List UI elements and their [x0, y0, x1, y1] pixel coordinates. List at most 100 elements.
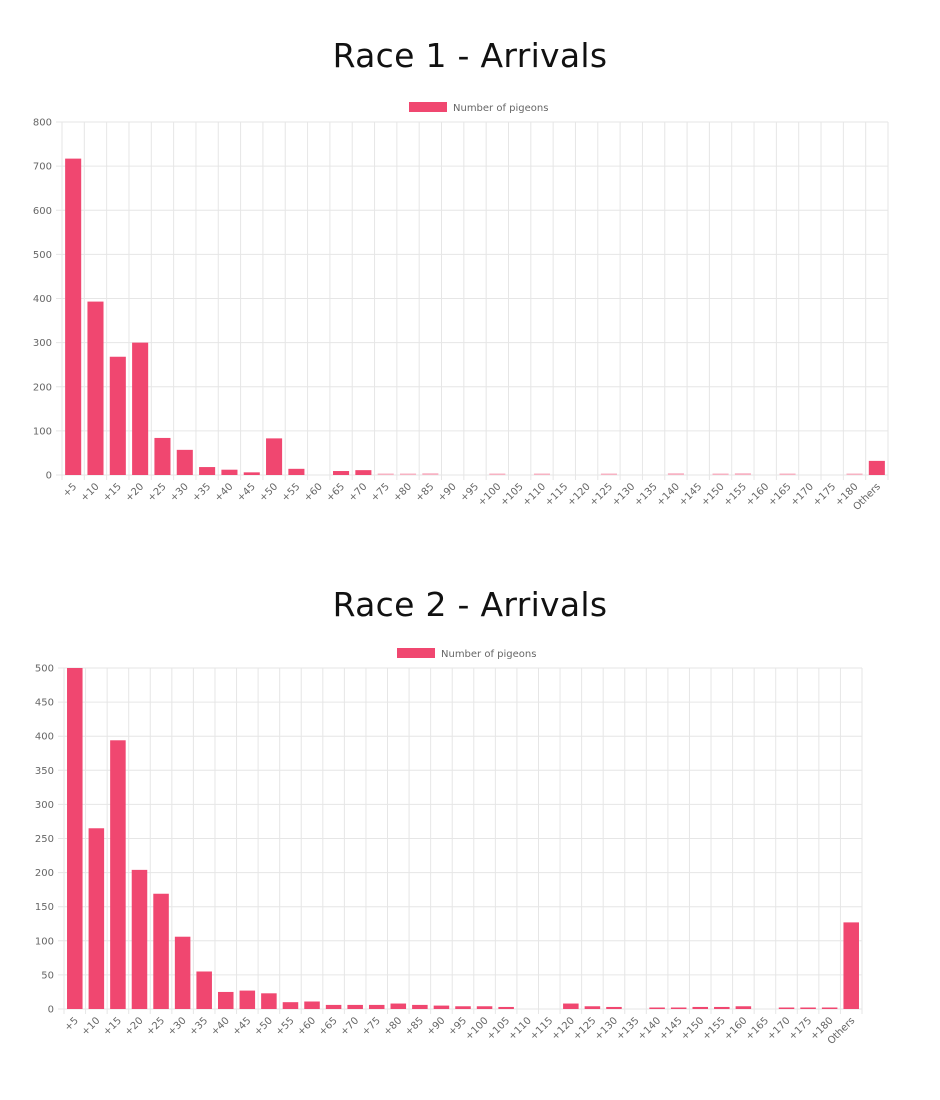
chart-race-1: Race 1 - Arrivals Number of pigeons 0 100 2… — [0, 0, 940, 545]
x-tick-label: +145 — [658, 1015, 685, 1042]
x-tick-label: +140 — [636, 1015, 663, 1042]
x-tick-label: +130 — [610, 481, 637, 508]
x-tick-label: +155 — [722, 481, 749, 508]
x-tick-label: +120 — [550, 1015, 577, 1042]
x-tick-label: +110 — [507, 1015, 534, 1042]
x-tick-label: +155 — [701, 1015, 728, 1042]
bar — [606, 1006, 622, 1009]
x-tick-label: +115 — [528, 1015, 555, 1042]
x-tick-label: +60 — [295, 1015, 318, 1038]
bar — [239, 990, 256, 1009]
bar — [433, 1005, 450, 1009]
x-tick-label: +140 — [655, 481, 682, 508]
bar — [261, 993, 277, 1009]
y-tick-label: 250 — [35, 834, 54, 845]
bar — [377, 473, 394, 475]
bar — [670, 1007, 687, 1009]
bar — [843, 922, 859, 1009]
y-tick-label: 100 — [33, 426, 52, 437]
bar — [667, 473, 684, 475]
x-tick-label: +165 — [744, 1015, 771, 1042]
x-tick-label: +85 — [414, 481, 437, 504]
x-tick-label: +35 — [188, 1015, 211, 1038]
bar — [712, 473, 729, 475]
x-tick-label: +25 — [146, 481, 169, 504]
y-tick-label: 450 — [35, 698, 54, 709]
x-tick-label: +40 — [209, 1015, 232, 1038]
bar — [600, 473, 617, 475]
y-tick-label: 500 — [33, 250, 52, 261]
x-tick-label: +70 — [339, 1015, 362, 1038]
bar — [355, 470, 372, 475]
x-tick-label: +55 — [274, 1015, 297, 1038]
x-tick-label: +175 — [811, 481, 838, 508]
x-tick-label: +80 — [382, 1015, 405, 1038]
x-tick-label: +165 — [766, 481, 793, 508]
x-tick-label: +80 — [391, 481, 414, 504]
legend: Number of pigeons — [409, 102, 548, 114]
y-tick-label: 400 — [33, 294, 52, 305]
bar — [196, 971, 212, 1009]
bar — [131, 869, 148, 1009]
x-tick-label: +75 — [360, 1015, 383, 1038]
x-tick-label: +175 — [787, 1015, 814, 1042]
x-tick-label: +15 — [101, 481, 124, 504]
x-tick-label: +25 — [144, 1015, 167, 1038]
bar — [498, 1006, 514, 1009]
x-tick-label: +170 — [789, 481, 816, 508]
bar — [174, 936, 191, 1009]
bar — [422, 473, 439, 475]
x-tick-label: +105 — [485, 1015, 512, 1042]
y-tick-label: 300 — [35, 800, 54, 811]
legend-label: Number of pigeons — [453, 103, 548, 114]
legend-swatch — [397, 648, 435, 658]
bar — [347, 1004, 363, 1009]
x-tick-label: +55 — [280, 481, 303, 504]
x-tick-label: +150 — [699, 481, 726, 508]
bar — [217, 991, 234, 1009]
legend: Number of pigeons — [397, 648, 536, 660]
x-tick-label: +160 — [722, 1015, 749, 1042]
chart-title: Race 2 - Arrivals — [332, 585, 608, 624]
bar — [266, 438, 283, 475]
bar — [132, 342, 149, 476]
y-tick-label: 400 — [35, 732, 54, 743]
x-tick-label: +10 — [79, 481, 102, 504]
y-tick-label: 200 — [33, 382, 52, 393]
bar-chart-race-2: Number of pigeons 0 50 100 150 200 250 300 350 40… — [35, 648, 863, 1047]
x-tick-label: +45 — [231, 1015, 254, 1038]
x-tick-label: +30 — [168, 481, 191, 504]
x-tick-label: +70 — [347, 481, 370, 504]
x-tick-label: +65 — [324, 481, 347, 504]
bar — [649, 1007, 665, 1009]
x-tick-label: +40 — [213, 481, 236, 504]
x-tick-label: +45 — [235, 481, 258, 504]
chart-race-2: Race 2 - Arrivals Number of pigeons 0 50 10… — [0, 545, 940, 1100]
x-tick-label: +60 — [302, 481, 325, 504]
y-tick-label: 150 — [35, 902, 54, 913]
y-tick-label: 100 — [35, 936, 54, 947]
bar — [455, 1006, 471, 1009]
bar — [714, 1006, 730, 1009]
x-tick-label: +135 — [614, 1015, 641, 1042]
bar — [584, 1006, 601, 1009]
x-tick-label: +50 — [252, 1015, 275, 1038]
chart-title: Race 1 - Arrivals — [332, 36, 608, 75]
bar-chart-race-1: Number of pigeons 0 100 200 300 400 500 600 700 8… — [33, 102, 889, 513]
bar — [221, 469, 238, 475]
bar — [489, 473, 506, 475]
bar — [243, 472, 260, 475]
bar — [476, 1006, 493, 1009]
bar — [868, 460, 885, 475]
bar — [199, 467, 216, 475]
bar — [735, 1006, 752, 1009]
y-tick-label: 200 — [35, 868, 54, 879]
x-tick-label: +160 — [744, 481, 771, 508]
bar — [176, 449, 193, 475]
bar — [65, 158, 82, 475]
x-tick-label: +20 — [124, 481, 147, 504]
y-tick-label: 300 — [33, 338, 52, 349]
bar — [88, 828, 105, 1009]
y-tick-label: 0 — [48, 1005, 54, 1016]
bar — [288, 468, 305, 475]
